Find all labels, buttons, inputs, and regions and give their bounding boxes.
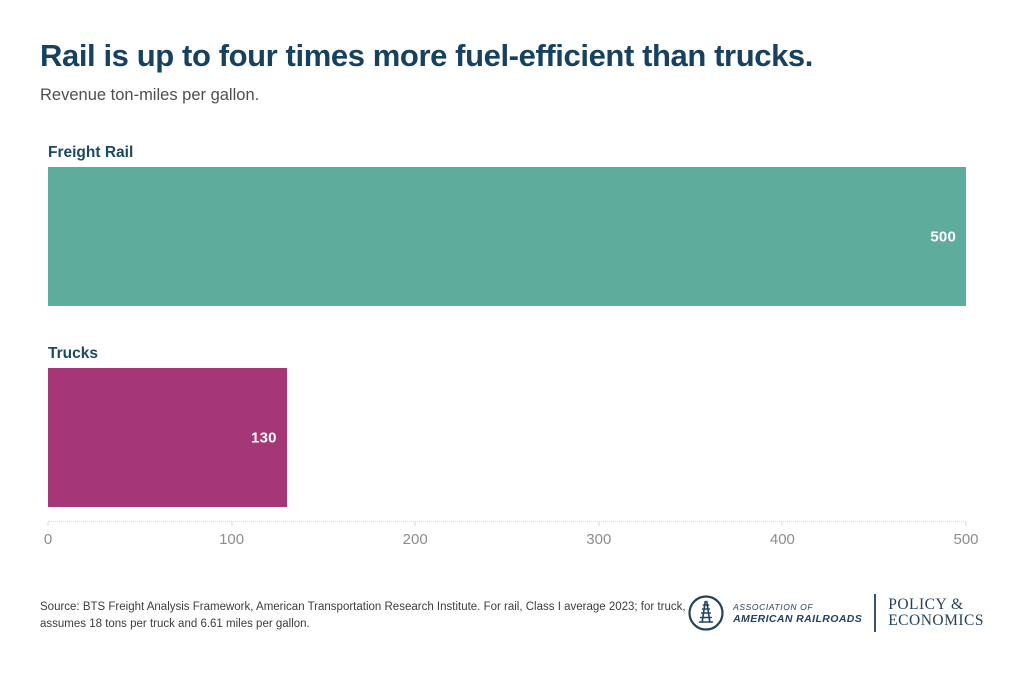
bar-category-label-trucks: Trucks	[48, 345, 98, 362]
source-note: Source: BTS Freight Analysis Framework, …	[40, 594, 686, 633]
axis-tick-label: 100	[219, 531, 245, 548]
axis-tick-mark	[598, 522, 600, 526]
axis-tick-label: 500	[953, 531, 979, 548]
axis-tick-mark	[231, 522, 233, 526]
branding: ASSOCIATION OF AMERICAN RAILROADS POLICY…	[687, 594, 984, 632]
chart-subtitle: Revenue ton-miles per gallon.	[40, 86, 260, 104]
chart-footer: Source: BTS Freight Analysis Framework, …	[40, 594, 984, 633]
axis-tick-mark	[414, 522, 416, 526]
aar-wordmark-line-2: AMERICAN RAILROADS	[733, 612, 863, 625]
bar-value-label: 500	[930, 228, 956, 245]
axis-tick-mark	[47, 522, 49, 526]
axis-tick-mark	[781, 522, 783, 526]
bar-category-label-freight-rail: Freight Rail	[48, 144, 134, 161]
axis-tick-mark	[965, 522, 967, 526]
bar-trucks: 130	[48, 368, 287, 507]
aar-railroad-logo-icon	[688, 595, 724, 631]
x-axis: 0 100 200 300 400 500	[44, 521, 979, 551]
bar-row: Freight Rail 500	[48, 144, 966, 306]
policy-wordmark-line-2: ECONOMICS	[888, 612, 984, 629]
axis-tick-label: 200	[402, 531, 428, 548]
bar-value-label: 130	[251, 429, 277, 446]
source-line-2: assumes 18 tons per truck and 6.61 miles…	[40, 618, 310, 630]
axis-tick-label: 300	[586, 531, 612, 548]
source-line-1: Source: BTS Freight Analysis Framework, …	[40, 601, 686, 613]
aar-wordmark-line-1: ASSOCIATION OF	[733, 601, 814, 612]
axis-tick-label: 0	[43, 531, 53, 548]
bar-freight-rail: 500	[48, 167, 966, 306]
bar-row: Trucks 130	[48, 345, 966, 507]
policy-wordmark-line-1: POLICY &	[888, 596, 964, 613]
brand-divider	[874, 594, 877, 632]
aar-wordmark: ASSOCIATION OF AMERICAN RAILROADS	[733, 602, 862, 625]
bar-chart: Freight Rail 500 Trucks 130	[48, 144, 966, 507]
axis-tick-label: 400	[769, 531, 795, 548]
chart-title: Rail is up to four times more fuel-effic…	[40, 38, 813, 73]
policy-economics-wordmark: POLICY & ECONOMICS	[888, 597, 984, 629]
